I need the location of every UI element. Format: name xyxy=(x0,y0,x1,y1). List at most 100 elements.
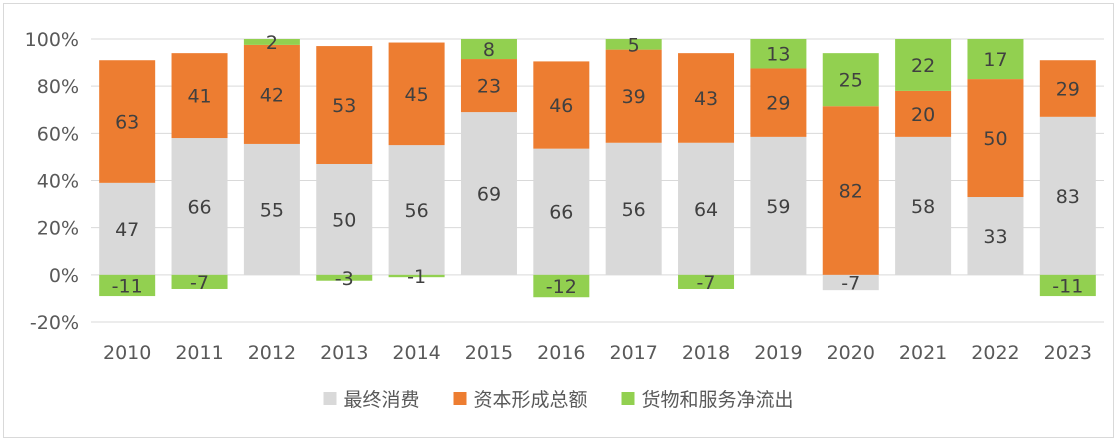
bar-segment xyxy=(316,274,373,281)
bar-segment xyxy=(895,39,952,91)
bar-segment xyxy=(822,53,879,107)
x-tick-label: 2021 xyxy=(899,342,947,364)
bar-segment xyxy=(967,197,1024,275)
data-label: 66 xyxy=(187,196,211,218)
x-tick-label: 2012 xyxy=(248,342,296,364)
bar-segment xyxy=(99,60,156,183)
data-label: 17 xyxy=(983,49,1007,71)
data-label: 25 xyxy=(839,70,863,92)
data-label: 66 xyxy=(549,202,573,224)
x-tick-label: 2022 xyxy=(971,342,1019,364)
x-tick-label: 2016 xyxy=(537,342,585,364)
bar-segment xyxy=(243,143,300,275)
bar-segment xyxy=(533,61,590,149)
data-label: -3 xyxy=(335,268,354,290)
bar-segment xyxy=(1039,274,1096,297)
data-label: 47 xyxy=(115,219,139,241)
bar-segment xyxy=(99,182,156,275)
bar-segment xyxy=(533,274,590,298)
x-tick-label: 2023 xyxy=(1044,342,1092,364)
bar-segment xyxy=(388,42,445,146)
x-tick-label: 2017 xyxy=(609,342,657,364)
x-tick-label: 2013 xyxy=(320,342,368,364)
x-tick-label: 2020 xyxy=(827,342,875,364)
bar-segment xyxy=(388,274,445,278)
data-label: 45 xyxy=(405,84,429,106)
data-label: -1 xyxy=(407,266,426,288)
y-tick-label: 0% xyxy=(49,265,79,287)
stacked-bar-chart: -20% 0% 20% 40% 60% 80% 100% 47 63 -11 2010 66 41 -7 2… xyxy=(25,29,1104,411)
bar-segment xyxy=(605,142,662,275)
data-label: 69 xyxy=(477,183,501,205)
bar-segment xyxy=(1039,116,1096,275)
legend-label: 资本形成总额 xyxy=(474,389,588,411)
data-label: 33 xyxy=(983,226,1007,248)
data-label: -7 xyxy=(841,272,860,294)
bar-segment xyxy=(678,142,735,275)
bar-segment xyxy=(678,53,735,143)
bar-segment xyxy=(243,44,300,144)
chart-frame: -20% 0% 20% 40% 60% 80% 100% 47 63 -11 2010 66 41 -7 2… xyxy=(3,3,1114,438)
x-tick-label: 2015 xyxy=(465,342,513,364)
bar-segment xyxy=(822,274,879,291)
bar-segment xyxy=(750,136,807,275)
data-label: 20 xyxy=(911,104,935,126)
data-label: 50 xyxy=(332,209,356,231)
data-label: -7 xyxy=(697,272,716,294)
bar-segment xyxy=(171,274,228,289)
bar-segment xyxy=(750,39,807,69)
bar-segment xyxy=(605,49,662,143)
data-label: 82 xyxy=(839,181,863,203)
data-label: 29 xyxy=(766,93,790,115)
bar-segment xyxy=(460,59,517,113)
data-label: 53 xyxy=(332,95,356,117)
data-label: 43 xyxy=(694,88,718,110)
data-label: 59 xyxy=(766,196,790,218)
bar-segment xyxy=(605,39,662,50)
y-tick-label: 80% xyxy=(37,76,79,98)
data-label: 83 xyxy=(1056,186,1080,208)
bar-segment xyxy=(99,274,156,297)
data-label: 23 xyxy=(477,76,501,98)
bar-segment xyxy=(895,90,952,137)
y-tick-label: 20% xyxy=(37,218,79,240)
data-label: 46 xyxy=(549,95,573,117)
legend-label: 货物和服务净流出 xyxy=(642,389,794,411)
bar-segment xyxy=(967,79,1024,198)
data-label: 2 xyxy=(266,32,278,54)
bar-segment xyxy=(243,39,300,45)
bar-segment xyxy=(750,68,807,137)
legend-swatch xyxy=(453,392,467,405)
data-label: 5 xyxy=(628,34,640,56)
bar-segment xyxy=(460,39,517,60)
x-tick-label: 2010 xyxy=(103,342,151,364)
data-label: 8 xyxy=(483,39,495,61)
bar-segment xyxy=(460,112,517,275)
legend-label: 最终消费 xyxy=(344,389,420,411)
data-label: 29 xyxy=(1056,79,1080,101)
data-label: 42 xyxy=(260,84,284,106)
bar-segment xyxy=(388,145,445,275)
data-label: 50 xyxy=(983,128,1007,150)
data-label: 56 xyxy=(405,200,429,222)
data-label: -11 xyxy=(112,275,143,297)
y-tick-label: -20% xyxy=(30,312,79,334)
legend-swatch xyxy=(621,392,635,405)
bar-segment xyxy=(316,46,373,164)
bar-segment xyxy=(171,53,228,139)
data-label: 58 xyxy=(911,196,935,218)
bar-segment xyxy=(678,274,735,289)
bar-segment xyxy=(533,148,590,275)
x-tick-label: 2018 xyxy=(682,342,730,364)
data-label: 64 xyxy=(694,199,718,221)
data-label: -11 xyxy=(1052,275,1083,297)
bar-segment xyxy=(822,106,879,275)
data-label: 56 xyxy=(622,199,646,221)
data-label: 13 xyxy=(766,44,790,66)
x-tick-label: 2014 xyxy=(392,342,440,364)
x-tick-label: 2011 xyxy=(175,342,223,364)
y-tick-label: 40% xyxy=(37,171,79,193)
legend-swatch xyxy=(323,392,337,405)
bar-segment xyxy=(316,163,373,275)
data-label: -7 xyxy=(190,272,209,294)
